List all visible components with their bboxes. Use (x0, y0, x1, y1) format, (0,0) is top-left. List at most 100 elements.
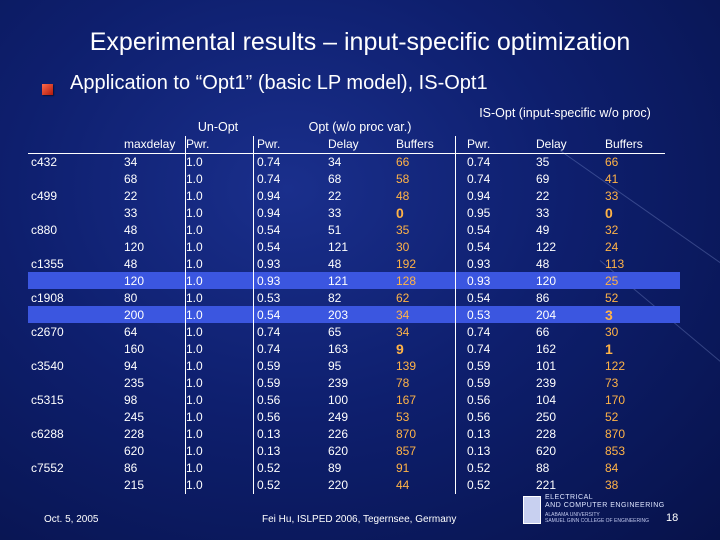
bench-cell (28, 375, 121, 392)
results-table: maxdelay Pwr. Pwr. Delay Buffers Pwr. De… (28, 136, 665, 494)
maxdelay-cell: 160 (124, 342, 145, 356)
buffers-opt-cell: 870 (396, 427, 417, 441)
bench-cell: c2670 (31, 325, 64, 339)
delay-isopt-cell: 239 (536, 376, 557, 390)
pwr-unopt-cell: 1.0 (186, 376, 203, 390)
buffers-opt-cell: 30 (396, 240, 410, 254)
table-row: c432 34 1.0 0.74 34 66 0.74 35 66 (28, 154, 665, 172)
delay-opt-cell: 51 (328, 223, 342, 237)
buffers-isopt-cell: 52 (605, 410, 619, 424)
delay-isopt-cell: 69 (536, 172, 550, 186)
maxdelay-cell: 64 (124, 325, 138, 339)
pwr-isopt-cell: 0.94 (467, 189, 491, 203)
table-row: 215 1.0 0.52 220 44 0.52 221 38 (28, 477, 665, 494)
delay-opt-cell: 220 (328, 478, 349, 492)
delay-isopt-cell: 35 (536, 155, 550, 169)
delay-isopt-cell: 101 (536, 359, 557, 373)
pwr-unopt-cell: 1.0 (186, 189, 203, 203)
footer-center: Fei Hu, ISLPED 2006, Tegernsee, Germany (262, 514, 457, 525)
pwr-opt-cell: 0.52 (257, 478, 281, 492)
maxdelay-cell: 33 (124, 206, 138, 220)
header-opt: Opt (w/o proc var.) (308, 120, 412, 134)
table-row: 160 1.0 0.74 163 9 0.74 162 1 (28, 341, 665, 358)
table-row: c1908 80 1.0 0.53 82 62 0.54 86 52 (28, 290, 665, 307)
pwr-isopt-cell: 0.53 (467, 308, 491, 322)
pwr-unopt-cell: 1.0 (186, 410, 203, 424)
bench-cell (28, 341, 121, 358)
maxdelay-cell: 245 (124, 410, 145, 424)
buffers-isopt-cell: 32 (605, 223, 619, 237)
buffers-opt-cell: 128 (396, 274, 417, 288)
table-row: c6288 228 1.0 0.13 226 870 0.13 228 870 (28, 426, 665, 443)
table-row: c1355 48 1.0 0.93 48 192 0.93 48 113 (28, 256, 665, 273)
maxdelay-cell: 200 (124, 308, 145, 322)
bench-cell (28, 171, 121, 188)
pwr-isopt-cell: 0.74 (467, 172, 491, 186)
delay-isopt-cell: 120 (536, 274, 557, 288)
pwr-opt-cell: 0.13 (257, 427, 281, 441)
buffers-opt-cell: 139 (396, 359, 417, 373)
pwr-opt-cell: 0.13 (257, 444, 281, 458)
pwr-opt-cell: 0.74 (257, 155, 281, 169)
bench-cell: c5315 (31, 393, 64, 407)
delay-opt-cell: 100 (328, 393, 349, 407)
bench-cell: c880 (31, 223, 58, 237)
delay-isopt-cell: 620 (536, 444, 557, 458)
buffers-opt-cell: 857 (396, 444, 417, 458)
pwr-isopt-cell: 0.52 (467, 461, 491, 475)
table-row: c2670 64 1.0 0.74 65 34 0.74 66 30 (28, 324, 665, 341)
delay-opt-cell: 620 (328, 444, 349, 458)
table-row: 200 1.0 0.54 203 34 0.53 204 3 (28, 307, 665, 324)
table-row: 245 1.0 0.56 249 53 0.56 250 52 (28, 409, 665, 426)
delay-isopt-cell: 49 (536, 223, 550, 237)
maxdelay-cell: 98 (124, 393, 138, 407)
pwr-opt-cell: 0.56 (257, 410, 281, 424)
delay-opt-cell: 163 (328, 342, 349, 356)
delay-isopt-cell: 22 (536, 189, 550, 203)
delay-isopt-cell: 66 (536, 325, 550, 339)
delay-opt-cell: 33 (328, 206, 342, 220)
buffers-isopt-cell: 870 (605, 427, 626, 441)
pwr-unopt-cell: 1.0 (186, 223, 203, 237)
pwr-unopt-cell: 1.0 (186, 461, 203, 475)
buffers-isopt-cell: 122 (605, 359, 626, 373)
pwr-opt-cell: 0.54 (257, 240, 281, 254)
delay-isopt-cell: 221 (536, 478, 557, 492)
delay-isopt-cell: 228 (536, 427, 557, 441)
bench-cell (28, 409, 121, 426)
table-row: 620 1.0 0.13 620 857 0.13 620 853 (28, 443, 665, 460)
pwr-isopt-cell: 0.74 (467, 342, 491, 356)
buffers-isopt-cell: 853 (605, 444, 626, 458)
logo-mark-icon (523, 496, 541, 524)
logo-line2: AND COMPUTER ENGINEERING (545, 502, 665, 509)
pwr-unopt-cell: 1.0 (186, 308, 203, 322)
pwr-unopt-cell: 1.0 (186, 478, 203, 492)
buffers-isopt-cell: 0 (605, 205, 613, 221)
pwr-unopt-cell: 1.0 (186, 427, 203, 441)
bench-cell: c432 (31, 155, 58, 169)
pwr-isopt-cell: 0.93 (467, 274, 491, 288)
header-buffers-opt: Buffers (393, 136, 464, 154)
table-row: 235 1.0 0.59 239 78 0.59 239 73 (28, 375, 665, 392)
buffers-isopt-cell: 24 (605, 240, 619, 254)
header-pwr-opt: Pwr. (254, 136, 325, 154)
maxdelay-cell: 120 (124, 240, 145, 254)
pwr-isopt-cell: 0.13 (467, 444, 491, 458)
buffers-opt-cell: 192 (396, 257, 417, 271)
bench-cell: c1908 (31, 291, 64, 305)
delay-opt-cell: 121 (328, 240, 349, 254)
slide-title: Experimental results – input-specific op… (89, 28, 631, 56)
delay-opt-cell: 65 (328, 325, 342, 339)
pwr-opt-cell: 0.74 (257, 325, 281, 339)
table-row: 33 1.0 0.94 33 0 0.95 33 0 (28, 205, 665, 222)
pwr-unopt-cell: 1.0 (186, 257, 203, 271)
buffers-opt-cell: 44 (396, 478, 410, 492)
pwr-opt-cell: 0.74 (257, 172, 281, 186)
pwr-isopt-cell: 0.59 (467, 376, 491, 390)
maxdelay-cell: 80 (124, 291, 138, 305)
maxdelay-cell: 34 (124, 155, 138, 169)
buffers-opt-cell: 34 (396, 308, 410, 322)
delay-isopt-cell: 204 (536, 308, 557, 322)
table-row: c880 48 1.0 0.54 51 35 0.54 49 32 (28, 222, 665, 239)
header-buffers-isopt: Buffers (602, 136, 665, 154)
